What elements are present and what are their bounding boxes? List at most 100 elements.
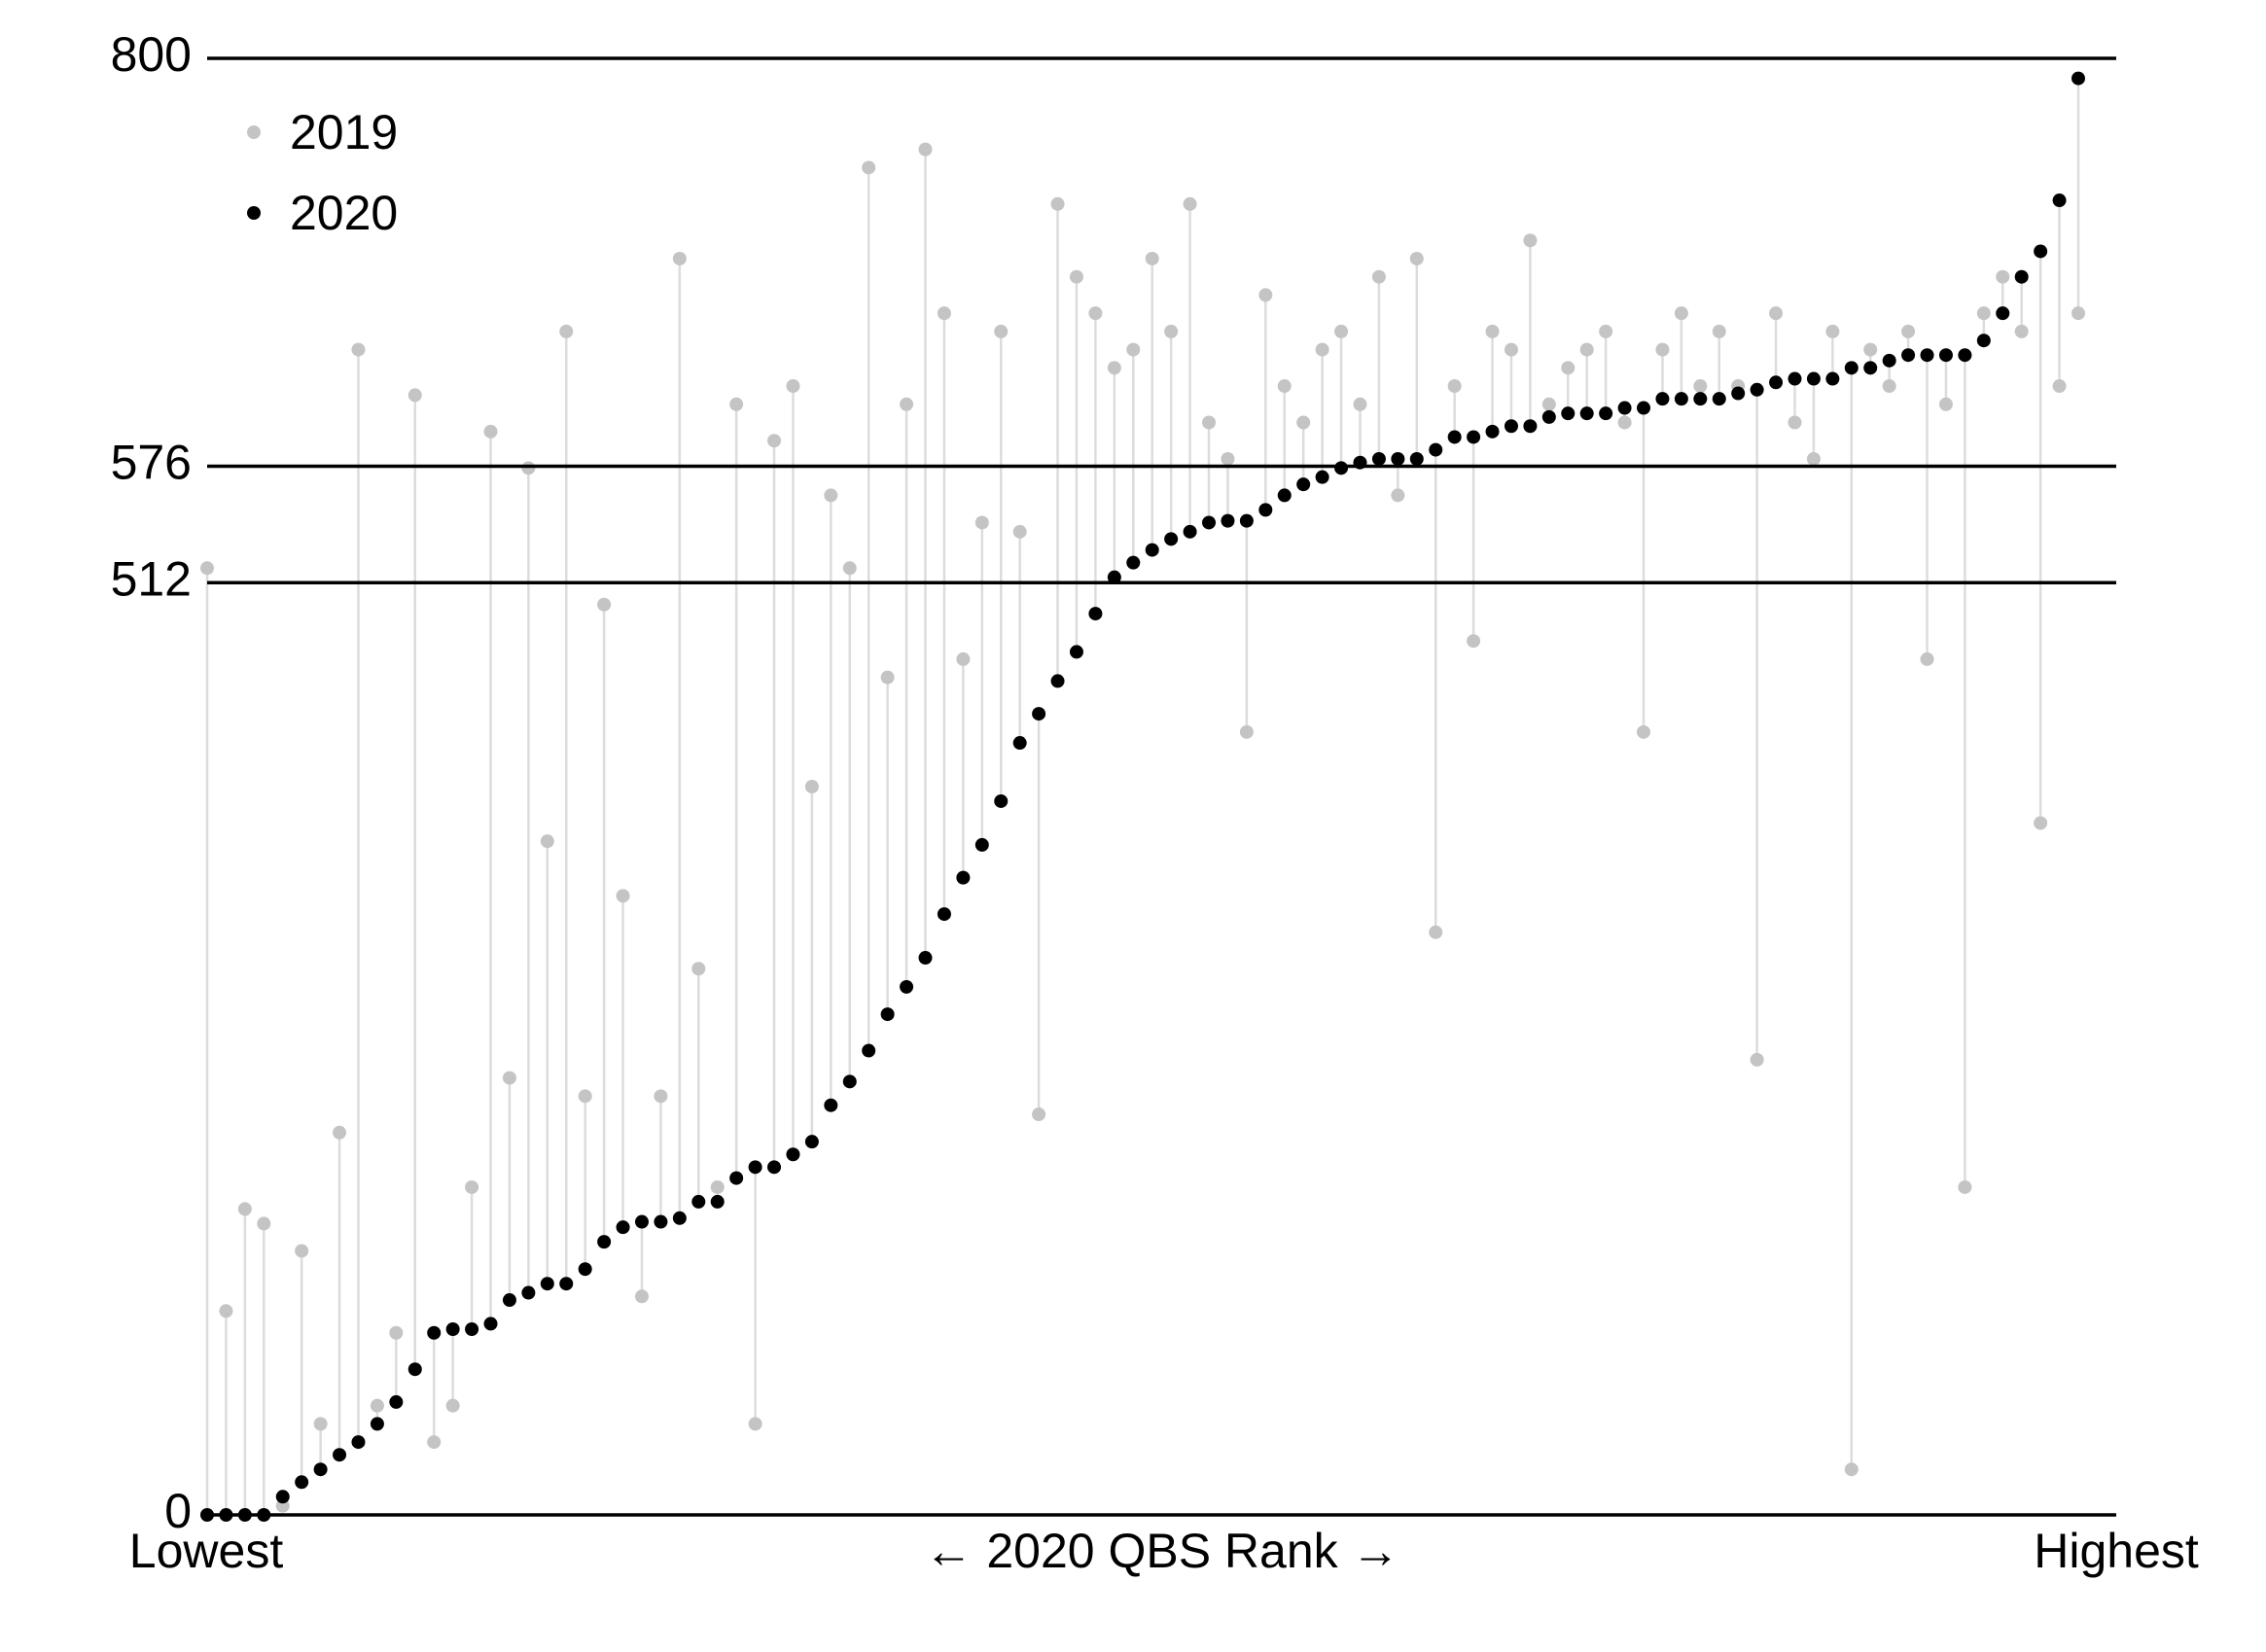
point-2020 (729, 1171, 744, 1185)
x-start-label: Lowest (129, 1524, 284, 1578)
point-2019 (257, 1216, 271, 1231)
point-2020 (1504, 419, 1518, 434)
point-2020 (2052, 193, 2067, 208)
point-2020 (389, 1394, 404, 1409)
point-2019 (729, 397, 744, 411)
point-2020 (1523, 419, 1538, 434)
point-2019 (654, 1089, 668, 1104)
point-2019 (1485, 324, 1500, 338)
point-2019 (1239, 724, 1254, 739)
point-2019 (1599, 324, 1613, 338)
point-2020 (540, 1277, 554, 1291)
point-2019 (502, 1071, 516, 1085)
point-2020 (1409, 451, 1424, 466)
point-2019 (786, 379, 800, 394)
point-2019 (1901, 324, 1916, 338)
point-2019 (1315, 342, 1329, 357)
point-2020 (786, 1147, 800, 1162)
point-2019 (295, 1244, 309, 1258)
point-2019 (1050, 196, 1065, 211)
point-2020 (880, 1007, 895, 1022)
legend-label: 2019 (290, 105, 398, 159)
point-2020 (559, 1277, 574, 1291)
point-2020 (1788, 371, 1802, 386)
point-2019 (578, 1089, 592, 1104)
point-2020 (1391, 451, 1405, 466)
point-2019 (1920, 651, 1934, 666)
point-2019 (1126, 342, 1141, 357)
point-2020 (2014, 269, 2029, 284)
point-2019 (1409, 251, 1424, 265)
point-2019 (1467, 634, 1481, 649)
point-2020 (1863, 361, 1878, 375)
point-2019 (540, 834, 554, 849)
point-2020 (1806, 371, 1821, 386)
point-2020 (1844, 361, 1859, 375)
point-2020 (370, 1417, 384, 1431)
point-2019 (1712, 324, 1726, 338)
point-2019 (824, 488, 838, 503)
point-2019 (2071, 306, 2085, 321)
point-2020 (333, 1448, 347, 1462)
point-2020 (937, 907, 951, 922)
point-2019 (1637, 724, 1651, 739)
point-2020 (1467, 430, 1481, 444)
point-2020 (1617, 401, 1632, 415)
point-2020 (1712, 392, 1726, 406)
point-2020 (1958, 348, 1972, 363)
point-2020 (1277, 488, 1292, 503)
point-2019 (974, 515, 989, 530)
point-2020 (483, 1317, 498, 1331)
point-2020 (275, 1490, 290, 1504)
point-2020 (1901, 348, 1916, 363)
point-2019 (1504, 342, 1518, 357)
point-2019 (994, 324, 1009, 338)
point-2019 (842, 561, 857, 576)
point-2019 (1334, 324, 1349, 338)
point-2020 (1541, 409, 1556, 424)
point-2020 (1599, 406, 1613, 421)
point-2020 (804, 1135, 819, 1149)
point-2019 (1958, 1179, 1972, 1194)
point-2020 (1296, 477, 1311, 492)
point-2020 (748, 1160, 762, 1175)
y-tick-label: 0 (164, 1484, 192, 1538)
point-2019 (804, 780, 819, 793)
point-2019 (634, 1289, 649, 1304)
point-2019 (900, 397, 914, 411)
point-2020 (313, 1462, 328, 1477)
point-2019 (370, 1398, 384, 1413)
point-2020 (1882, 353, 1896, 368)
point-2020 (521, 1285, 536, 1300)
point-2019 (956, 651, 971, 666)
point-2019 (1541, 397, 1556, 411)
point-2019 (918, 142, 933, 157)
legend-marker (247, 206, 261, 220)
point-2019 (389, 1325, 404, 1340)
point-2020 (502, 1293, 516, 1308)
point-2020 (597, 1235, 612, 1249)
point-2020 (1996, 306, 2010, 321)
point-2020 (767, 1160, 782, 1175)
point-2019 (445, 1398, 460, 1413)
point-2019 (1769, 306, 1784, 321)
point-2019 (1863, 342, 1878, 357)
point-2019 (1976, 306, 1991, 321)
point-2020 (1183, 524, 1197, 539)
dots (200, 71, 2085, 1522)
point-2019 (616, 889, 630, 903)
point-2020 (1315, 470, 1329, 484)
point-2019 (1447, 379, 1462, 394)
y-tick-label: 576 (111, 436, 192, 490)
point-2019 (1806, 451, 1821, 466)
point-2019 (862, 160, 876, 175)
point-2020 (465, 1322, 479, 1337)
point-2020 (1637, 401, 1651, 415)
point-2020 (710, 1194, 725, 1209)
point-2020 (1938, 348, 1953, 363)
point-2020 (616, 1220, 630, 1235)
point-2020 (1107, 570, 1121, 584)
point-2019 (880, 670, 895, 685)
grid (207, 56, 2116, 1517)
point-2020 (842, 1074, 857, 1089)
